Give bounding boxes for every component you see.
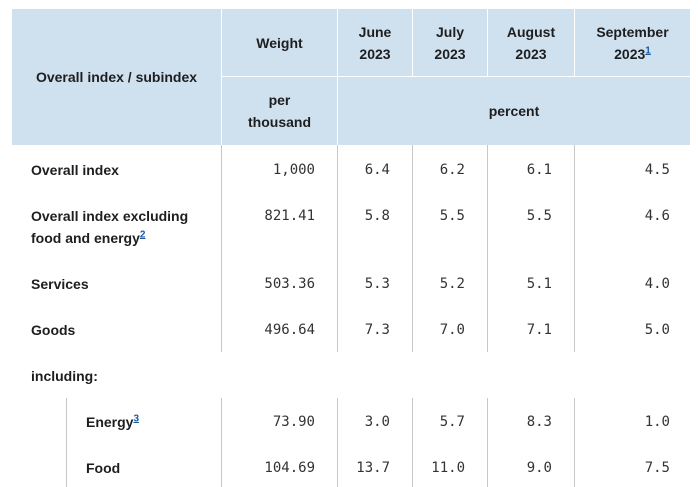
row-value-june: 6.4 xyxy=(364,162,390,178)
row-value-june: 13.7 xyxy=(356,460,390,476)
row-value-august: 9.0 xyxy=(526,460,552,476)
footnote-link-2[interactable]: 2 xyxy=(139,229,146,241)
header-weight-cell: Weight xyxy=(222,9,337,76)
row-value-september: 4.5 xyxy=(644,162,670,178)
row-value-september: 1.0 xyxy=(644,414,670,430)
header-month-july: July 2023 xyxy=(413,9,487,76)
row-label-energy: Energy3 xyxy=(86,413,140,430)
header-month-august-line1: August xyxy=(506,23,556,40)
grid-line xyxy=(412,145,413,352)
row-value-june: 5.3 xyxy=(364,276,390,292)
grid-line xyxy=(487,398,488,487)
row-value-july: 11.0 xyxy=(431,460,465,476)
row-value-june: 3.0 xyxy=(364,414,390,430)
header-weight-unit-line2: thousand xyxy=(248,114,311,130)
header-month-august-line2: 2023 xyxy=(515,45,547,62)
grid-line xyxy=(574,145,575,352)
row-label-goods: Goods xyxy=(31,322,76,338)
header-month-september-line1: September xyxy=(596,23,669,40)
row-value-september: 4.0 xyxy=(644,276,670,292)
row-weight: 1,000 xyxy=(272,162,315,178)
header-subindex-cell: Overall index / subindex xyxy=(12,9,221,145)
row-value-september: 5.0 xyxy=(644,322,670,338)
row-weight: 73.90 xyxy=(272,414,315,430)
row-label-services: Services xyxy=(31,276,89,292)
grid-line xyxy=(66,398,67,487)
row-label-core-index: Overall index excluding food and energy2 xyxy=(31,208,189,246)
header-weight-label: Weight xyxy=(256,34,303,51)
header-month-july-line2: 2023 xyxy=(434,45,466,62)
header-weight-unit-line1: per xyxy=(268,92,291,108)
row-value-september: 4.6 xyxy=(644,208,670,224)
header-month-june-line2: 2023 xyxy=(359,45,391,62)
row-value-july: 5.5 xyxy=(439,208,465,224)
row-weight: 496.64 xyxy=(264,322,315,338)
including-label: including: xyxy=(31,368,98,384)
row-value-august: 5.1 xyxy=(526,276,552,292)
row-value-june: 7.3 xyxy=(364,322,390,338)
row-value-august: 7.1 xyxy=(526,322,552,338)
row-value-august: 8.3 xyxy=(526,414,552,430)
inflation-table: Overall index / subindex Weight per thou… xyxy=(12,9,690,487)
header-month-june: June 2023 xyxy=(338,9,412,76)
header-month-june-line1: June xyxy=(358,23,392,40)
footnote-link-3[interactable]: 3 xyxy=(133,413,140,425)
header-month-august: August 2023 xyxy=(488,9,574,76)
header-unit-label: percent xyxy=(488,103,540,119)
row-value-july: 5.7 xyxy=(439,414,465,430)
header-weight-unit-cell: per thousand xyxy=(222,77,337,145)
row-value-july: 6.2 xyxy=(439,162,465,178)
grid-line xyxy=(221,145,222,352)
row-label-food: Food xyxy=(86,460,121,476)
row-label-overall-index: Overall index xyxy=(31,162,119,178)
row-weight: 821.41 xyxy=(264,208,315,224)
header-unit-cell: percent xyxy=(338,77,690,145)
grid-line xyxy=(221,398,222,487)
row-value-july: 7.0 xyxy=(439,322,465,338)
grid-line xyxy=(574,398,575,487)
header-month-july-line1: July xyxy=(435,23,464,40)
row-weight: 503.36 xyxy=(264,276,315,292)
row-value-june: 5.8 xyxy=(364,208,390,224)
grid-line xyxy=(412,398,413,487)
header-subindex-label: Overall index / subindex xyxy=(35,69,198,85)
row-value-july: 5.2 xyxy=(439,276,465,292)
grid-line xyxy=(487,145,488,352)
row-value-september: 7.5 xyxy=(644,460,670,476)
row-value-august: 6.1 xyxy=(526,162,552,178)
header-month-september-line2: 20231 xyxy=(614,44,651,62)
header-month-september: September 20231 xyxy=(575,9,690,76)
grid-line xyxy=(337,145,338,352)
row-value-august: 5.5 xyxy=(526,208,552,224)
row-weight: 104.69 xyxy=(264,460,315,476)
grid-line xyxy=(337,398,338,487)
footnote-link-1[interactable]: 1 xyxy=(645,44,651,56)
